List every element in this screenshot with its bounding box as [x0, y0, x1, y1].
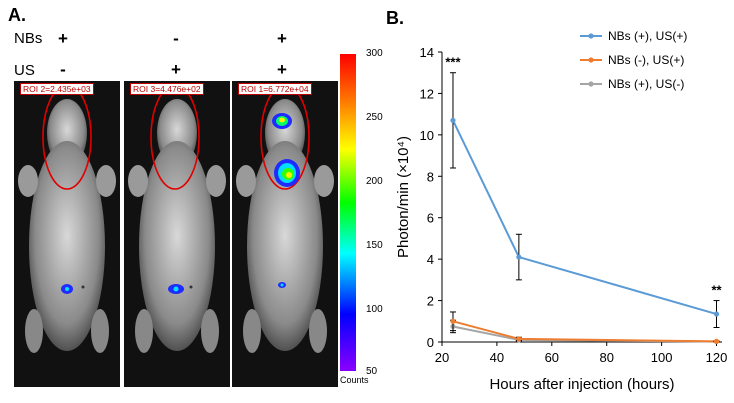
colorbar-tick-200: 200	[366, 176, 383, 187]
mouse-image-1: ROI 2=2.435e+03	[14, 81, 120, 387]
legend-label: NBs (+), US(+)	[608, 30, 687, 43]
mouse-image-2: ROI 3=4.476e+02	[124, 81, 230, 387]
y-tick-label: 8	[427, 169, 434, 184]
data-point	[516, 336, 522, 342]
mouse-image-3: ROI 1=6.772e+04	[232, 81, 338, 387]
y-tick-label: 2	[427, 294, 434, 309]
y-tick-label: 4	[427, 252, 434, 267]
series-line	[452, 119, 717, 315]
legend-marker	[588, 57, 594, 63]
nbs-sign-1: +	[58, 29, 68, 48]
legend-marker	[588, 33, 594, 39]
significance-annotation: **	[711, 282, 722, 297]
series-line	[452, 320, 717, 343]
us-sign-3: +	[277, 60, 287, 79]
us-sign-1: -	[60, 60, 66, 79]
nbs-sign-3: +	[277, 29, 287, 48]
legend-label: NBs (+), US(-)	[608, 77, 684, 91]
colorbar-tick-300: 300	[366, 48, 383, 59]
colorbar	[340, 54, 356, 371]
y-tick-label: 6	[427, 211, 434, 226]
colorbar-tick-50: 50	[366, 366, 378, 377]
significance-annotation: ***	[445, 55, 461, 70]
data-point	[450, 318, 456, 324]
colorbar-tick-150: 150	[366, 240, 383, 251]
nbs-sign-2: -	[173, 29, 179, 48]
roi-label-1: ROI 2=2.435e+03	[20, 83, 94, 95]
data-point	[713, 338, 720, 344]
colorbar-tick-100: 100	[366, 304, 383, 315]
x-tick-label: 100	[651, 350, 673, 365]
y-tick-label: 10	[420, 128, 434, 143]
x-tick-label: 40	[490, 350, 504, 365]
x-axis-label: Hours after injection (hours)	[489, 376, 674, 393]
colorbar-tick-250: 250	[366, 112, 383, 123]
us-sign-2: +	[171, 60, 181, 79]
data-point	[713, 311, 720, 317]
data-point	[516, 254, 522, 260]
legend-marker	[588, 81, 594, 87]
colorbar-unit: Counts	[340, 375, 369, 385]
data-point	[450, 117, 456, 123]
us-row-label: US	[14, 62, 35, 79]
x-tick-label: 80	[599, 350, 613, 365]
nbs-row-label: NBs	[14, 30, 43, 47]
x-tick-label: 120	[706, 350, 728, 365]
y-tick-label: 14	[420, 45, 434, 60]
y-axis-label: Photon/min (×10⁴)	[395, 136, 412, 258]
y-tick-label: 12	[420, 86, 434, 101]
roi-label-3: ROI 1=6.772e+04	[238, 83, 312, 95]
panel-a-letter: A.	[8, 5, 26, 25]
line-chart: 0 2 4 6 8 10 12 14 20 40 60 80 100 120 Hours after inj…	[395, 30, 728, 393]
y-tick-label: 0	[427, 335, 434, 350]
legend-label: NBs (-), US(+)	[608, 53, 684, 67]
panel-b-letter: B.	[386, 8, 404, 28]
roi-label-2: ROI 3=4.476e+02	[130, 83, 204, 95]
x-tick-label: 20	[435, 350, 449, 365]
x-tick-label: 60	[545, 350, 559, 365]
